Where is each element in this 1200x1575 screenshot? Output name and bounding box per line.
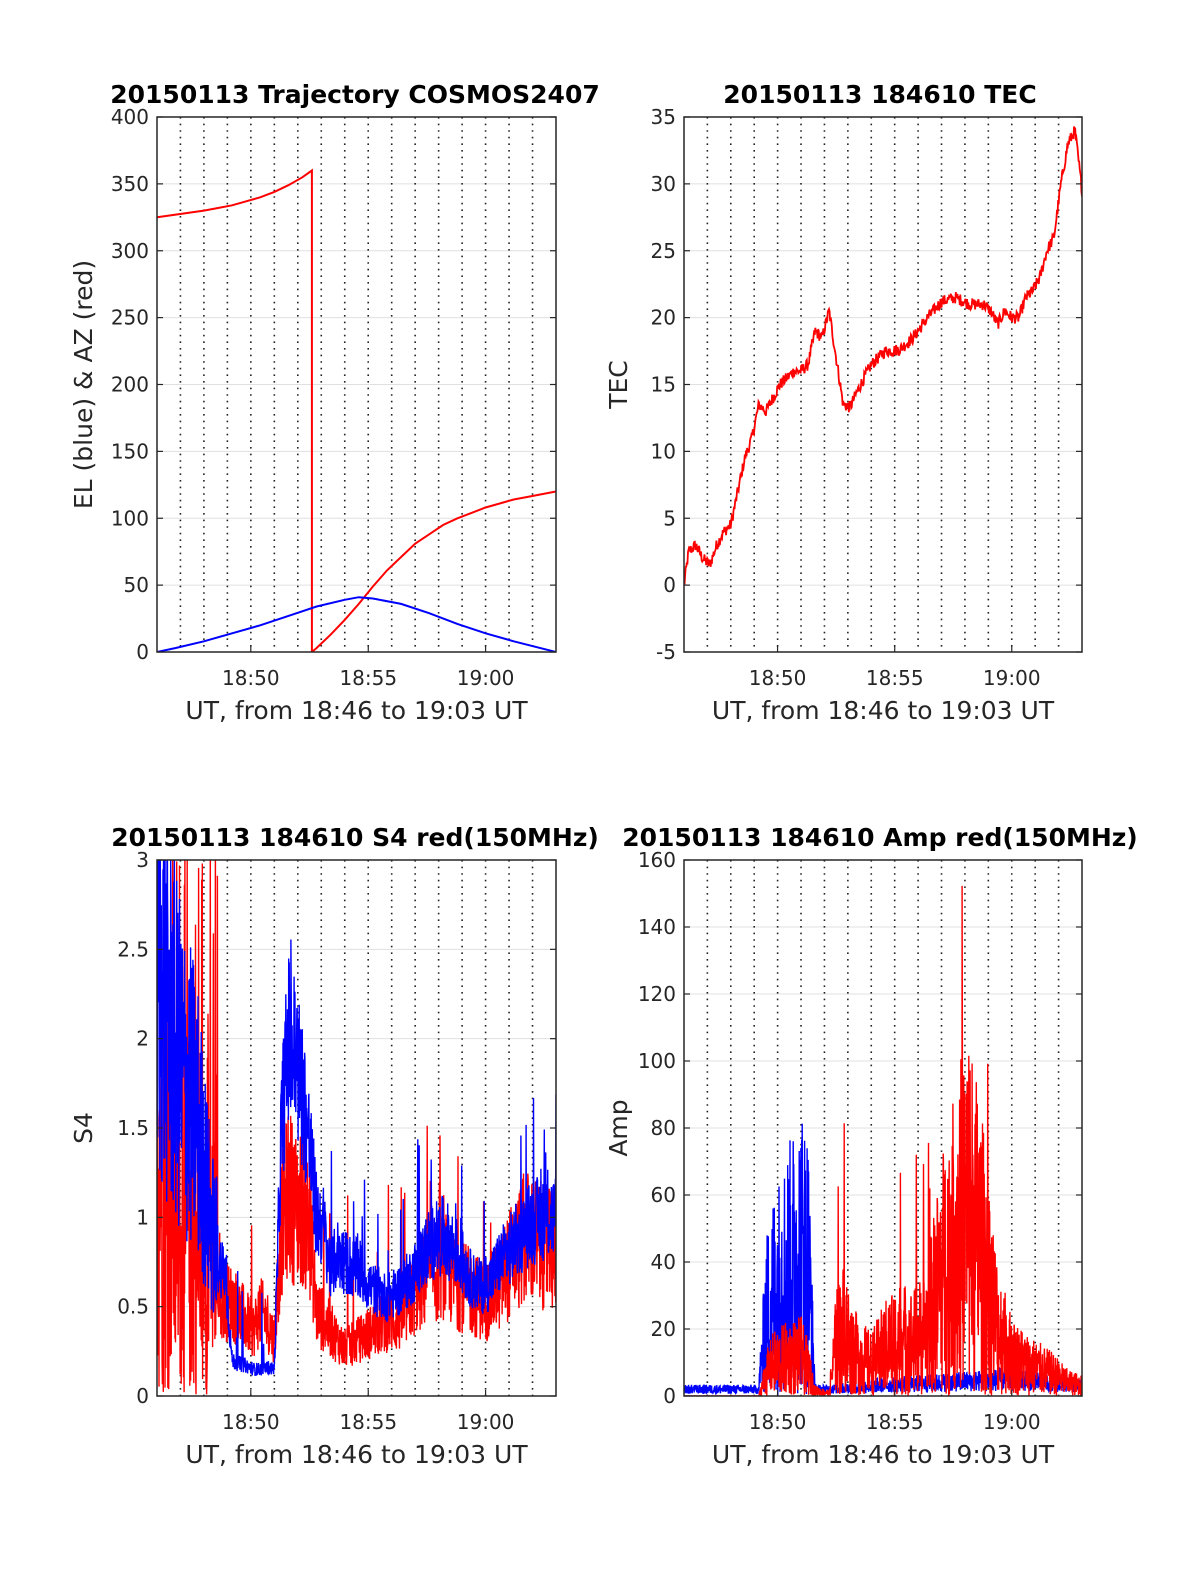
x-tick-label: 18:50 bbox=[749, 666, 807, 690]
x-axis-label: UT, from 18:46 to 19:03 UT bbox=[712, 1440, 1055, 1469]
y-tick-label: 100 bbox=[638, 1049, 676, 1073]
y-tick-label: -5 bbox=[656, 640, 676, 664]
y-tick-label: 15 bbox=[651, 373, 676, 397]
chart-panel-1: 0 50 100 150 200 250 300 350 400 18:50 18:55 19:00 2… bbox=[69, 80, 600, 725]
series-line-el bbox=[157, 596, 556, 652]
chart-panel-4: 0 20 40 60 80 100 120 140 160 18:50 18:55 19:00 2015… bbox=[604, 823, 1138, 1469]
y-tick-label: 150 bbox=[111, 439, 149, 463]
x-axis-label: UT, from 18:46 to 19:03 UT bbox=[185, 696, 528, 725]
series-group bbox=[684, 126, 1082, 585]
y-tick-label: 400 bbox=[111, 105, 149, 129]
x-axis-label: UT, from 18:46 to 19:03 UT bbox=[712, 696, 1055, 725]
y-tick-label: 0.5 bbox=[117, 1295, 149, 1319]
y-tick-label: 35 bbox=[651, 105, 676, 129]
y-tick-label: 0 bbox=[136, 1384, 149, 1408]
y-tick-label: 0 bbox=[663, 573, 676, 597]
y-tick-label: 0 bbox=[663, 1384, 676, 1408]
y-axis-label: Amp bbox=[604, 1099, 633, 1156]
series-group bbox=[157, 860, 556, 1395]
x-tick-label: 19:00 bbox=[457, 666, 515, 690]
x-tick-label: 19:00 bbox=[983, 666, 1041, 690]
series-group bbox=[157, 168, 556, 652]
y-tick-label: 100 bbox=[111, 506, 149, 530]
y-tick-label: 25 bbox=[651, 239, 676, 263]
chart-title: 20150113 Trajectory COSMOS2407 bbox=[110, 80, 600, 109]
x-axis-label: UT, from 18:46 to 19:03 UT bbox=[185, 1440, 528, 1469]
y-tick-label: 200 bbox=[111, 373, 149, 397]
x-tick-label: 18:50 bbox=[222, 1410, 280, 1434]
y-tick-label: 120 bbox=[638, 982, 676, 1006]
chart-title: 20150113 184610 S4 red(150MHz) bbox=[111, 823, 599, 852]
y-tick-label: 250 bbox=[111, 306, 149, 330]
y-tick-label: 10 bbox=[651, 439, 676, 463]
y-axis-label: EL (blue) & AZ (red) bbox=[69, 260, 98, 509]
chart-title: 20150113 184610 Amp red(150MHz) bbox=[622, 823, 1138, 852]
chart-panel-3: 0 0.5 1 1.5 2 2.5 3 18:50 18:55 19:00 20150113 184… bbox=[69, 823, 599, 1469]
y-tick-label: 60 bbox=[651, 1183, 676, 1207]
chart-panel-2: -5 0 5 10 15 20 25 30 35 18:50 18:55 19:00 20150113 … bbox=[604, 80, 1083, 725]
x-tick-label: 18:50 bbox=[222, 666, 280, 690]
x-tick-label: 18:50 bbox=[749, 1410, 807, 1434]
y-tick-label: 50 bbox=[124, 573, 149, 597]
y-tick-label: 2.5 bbox=[117, 937, 149, 961]
series-line-az bbox=[157, 168, 556, 652]
y-tick-label: 3 bbox=[136, 848, 149, 872]
y-tick-label: 140 bbox=[638, 915, 676, 939]
x-tick-label: 18:55 bbox=[339, 1410, 397, 1434]
series-line-tec bbox=[684, 126, 1082, 585]
series-line-s4blue bbox=[157, 860, 556, 1377]
series-line-ampred bbox=[684, 885, 1082, 1396]
series-line-s4red bbox=[157, 860, 556, 1395]
chart-title: 20150113 184610 TEC bbox=[723, 80, 1036, 109]
y-tick-label: 300 bbox=[111, 239, 149, 263]
y-tick-label: 2 bbox=[136, 1027, 149, 1051]
y-tick-label: 20 bbox=[651, 306, 676, 330]
y-tick-label: 40 bbox=[651, 1250, 676, 1274]
y-tick-label: 30 bbox=[651, 172, 676, 196]
x-tick-label: 19:00 bbox=[457, 1410, 515, 1434]
y-axis-label: TEC bbox=[604, 360, 633, 410]
y-tick-label: 350 bbox=[111, 172, 149, 196]
y-tick-label: 0 bbox=[136, 640, 149, 664]
y-tick-label: 1 bbox=[136, 1205, 149, 1229]
x-tick-label: 19:00 bbox=[983, 1410, 1041, 1434]
series-group bbox=[684, 885, 1082, 1396]
y-tick-label: 80 bbox=[651, 1116, 676, 1140]
y-tick-label: 160 bbox=[638, 848, 676, 872]
x-tick-label: 18:55 bbox=[866, 1410, 924, 1434]
y-tick-label: 20 bbox=[651, 1317, 676, 1341]
y-tick-label: 5 bbox=[663, 506, 676, 530]
x-tick-label: 18:55 bbox=[339, 666, 397, 690]
y-tick-label: 1.5 bbox=[117, 1116, 149, 1140]
y-axis-label: S4 bbox=[69, 1112, 98, 1144]
x-tick-label: 18:55 bbox=[866, 666, 924, 690]
